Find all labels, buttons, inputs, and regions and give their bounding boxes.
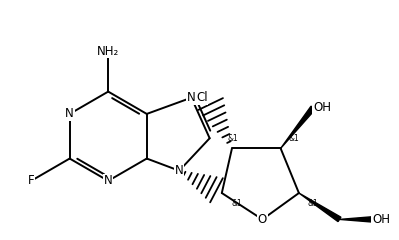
Text: OH: OH (372, 213, 390, 226)
Text: &1: &1 (228, 134, 239, 143)
Text: F: F (28, 174, 34, 187)
Text: NH₂: NH₂ (97, 45, 119, 58)
Polygon shape (340, 217, 372, 222)
Text: N: N (175, 164, 184, 177)
Text: N: N (187, 91, 196, 104)
Text: N: N (65, 108, 74, 120)
Text: O: O (258, 213, 267, 226)
Text: N: N (104, 174, 113, 187)
Text: &1: &1 (232, 199, 243, 208)
Text: Cl: Cl (196, 91, 207, 104)
Polygon shape (280, 106, 315, 148)
Text: OH: OH (313, 101, 331, 114)
Text: &1: &1 (289, 134, 300, 143)
Polygon shape (299, 193, 341, 222)
Text: &1: &1 (307, 199, 318, 208)
